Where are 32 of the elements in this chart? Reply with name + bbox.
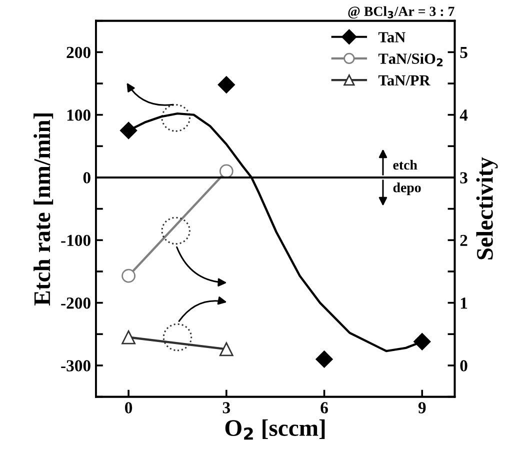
y2-tick-label: 0 — [460, 360, 468, 372]
y-axis-title: Etch rate [nm/min] — [34, 114, 54, 306]
x-tick-label: 0 — [125, 402, 132, 414]
y-tick-label: 0 — [83, 172, 90, 184]
x-tick-label: 3 — [222, 402, 230, 414]
y-tick-label: -200 — [61, 298, 90, 309]
legend-label: TaN/SiO$_{2}$ — [378, 53, 443, 66]
point — [316, 350, 333, 368]
annotation: depo — [393, 182, 421, 196]
point — [219, 164, 234, 178]
y2-tick-label: 1 — [460, 298, 468, 309]
y2-tick-label: 3 — [460, 172, 468, 184]
y-tick-label: 100 — [67, 110, 90, 121]
x-tick-label: 6 — [320, 402, 328, 414]
x-axis-title: O$_{2}$ [sccm] — [225, 419, 325, 440]
y2-axis-title: Selectivity — [476, 157, 498, 260]
y2-tick-label: 4 — [460, 110, 468, 121]
point — [122, 268, 136, 283]
point — [218, 76, 235, 94]
annotation: etch — [393, 160, 418, 170]
y-tick-label: -300 — [61, 360, 90, 372]
y2-tick-label: 5 — [460, 47, 468, 58]
legend-label: TaN — [378, 32, 406, 42]
text: @ BCl$_{3}$/Ar = 3 : 7 — [348, 6, 454, 19]
point — [414, 333, 431, 350]
y-tick-label: 200 — [66, 46, 90, 58]
y2-tick-label: 2 — [460, 234, 468, 246]
point — [219, 342, 234, 356]
point — [122, 330, 136, 344]
legend-label: TaN/PR — [378, 75, 430, 86]
x-tick-label: 9 — [418, 402, 426, 414]
y-tick-label: -100 — [61, 234, 90, 246]
